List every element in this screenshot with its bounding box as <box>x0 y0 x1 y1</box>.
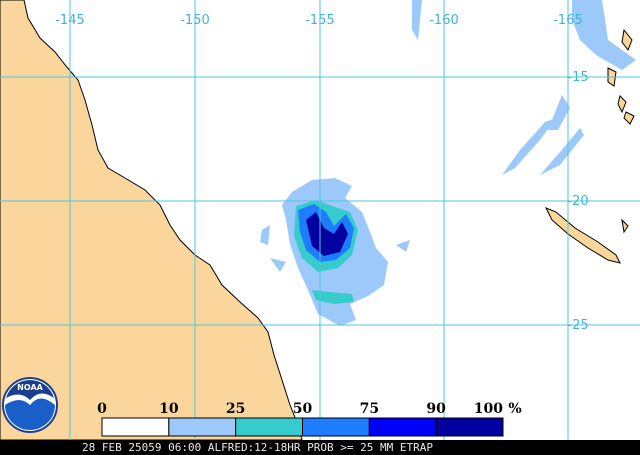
legend-swatch <box>101 417 170 437</box>
graticule <box>0 0 640 440</box>
longitude-label: -160 <box>429 13 459 28</box>
latitude-label: -25 <box>567 318 588 333</box>
new-caledonia <box>544 207 621 264</box>
footer-text: 28 FEB 25059 06:00 ALFRED:12-18HR PROB >… <box>82 441 433 454</box>
logo-text: NOAA <box>17 383 43 392</box>
legend-label: 0 <box>97 401 107 417</box>
legend-label: 50 <box>293 401 313 417</box>
legend-label: 100 <box>474 401 503 417</box>
legend-label: 90 <box>426 401 446 417</box>
longitude-label: -145 <box>55 13 85 28</box>
legend-label: 25 <box>226 401 245 417</box>
legend-swatch <box>435 417 504 437</box>
footer-bar <box>0 440 640 455</box>
legend-unit: % <box>508 401 521 417</box>
legend-label: 75 <box>360 401 379 417</box>
legend: 0 10 25 50 75 90 100% <box>97 401 522 437</box>
latitude-label: -15 <box>567 70 588 85</box>
australia-land <box>0 0 303 441</box>
longitude-label: -165 <box>553 13 583 28</box>
rain-very-heavy <box>306 212 348 256</box>
longitude-label: -155 <box>305 13 335 28</box>
latitude-label: -20 <box>567 194 588 209</box>
legend-swatch <box>368 417 437 437</box>
noaa-logo: NOAA <box>2 377 58 433</box>
legend-swatch <box>168 417 237 437</box>
legend-swatch <box>235 417 304 437</box>
rain-streak <box>412 0 636 175</box>
longitude-label: -150 <box>180 13 210 28</box>
legend-swatch <box>302 417 370 437</box>
vanuatu <box>607 28 635 234</box>
legend-label: 10 <box>159 401 179 417</box>
